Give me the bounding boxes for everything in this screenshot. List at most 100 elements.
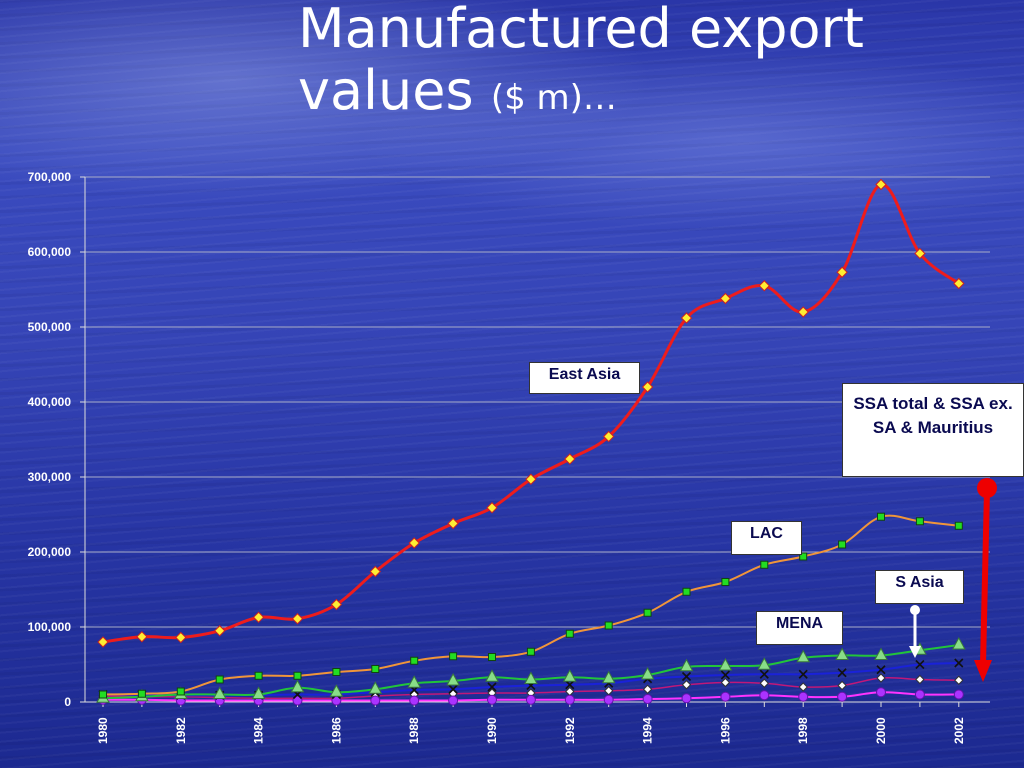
data-point — [837, 668, 847, 678]
data-point — [486, 502, 498, 514]
y-tick-label: 300,000 — [28, 470, 72, 484]
data-point — [721, 578, 730, 586]
data-point — [215, 675, 224, 684]
data-point — [876, 665, 886, 675]
x-tick-label: 1980 — [96, 717, 110, 744]
data-point — [641, 381, 654, 393]
chart-annotations — [909, 478, 997, 682]
x-tick-label: 1998 — [796, 717, 810, 744]
x-tick-label: 1992 — [563, 717, 577, 744]
data-point — [836, 266, 848, 278]
data-point — [410, 656, 419, 665]
label-ssa: SSA total & SSA ex. SA & Mauritius — [842, 383, 1024, 477]
data-point — [758, 280, 771, 292]
x-tick-label: 1984 — [252, 717, 266, 744]
data-point — [371, 665, 380, 673]
data-point — [954, 675, 964, 685]
data-point — [877, 512, 885, 521]
title-main: Manufactured export values — [298, 0, 864, 122]
data-point — [97, 636, 109, 648]
y-tick-label: 700,000 — [28, 170, 72, 184]
data-point — [681, 680, 692, 690]
data-point — [835, 647, 849, 660]
data-point — [488, 653, 496, 661]
data-point — [915, 659, 925, 670]
data-point — [951, 636, 966, 650]
data-point — [526, 647, 535, 656]
data-point — [447, 517, 459, 530]
data-point — [329, 684, 344, 697]
arrow-start-dot — [977, 478, 997, 498]
data-point — [915, 517, 924, 526]
data-point — [407, 675, 422, 688]
data-point — [369, 565, 382, 578]
data-point — [524, 671, 538, 684]
arrow-head — [909, 646, 921, 658]
data-point — [876, 687, 886, 698]
data-point — [368, 681, 383, 694]
pointer-dot — [910, 605, 920, 615]
data-point — [213, 625, 226, 637]
x-tick-label: 1982 — [174, 717, 188, 744]
data-point — [175, 631, 187, 644]
y-tick-label: 600,000 — [28, 245, 72, 259]
chart-axes — [80, 176, 990, 707]
data-point — [449, 652, 458, 661]
data-point — [565, 680, 575, 690]
data-point — [915, 674, 925, 685]
x-tick-label: 1990 — [485, 717, 499, 744]
x-tick-label: 1994 — [641, 717, 655, 744]
x-axis-ticks: 1980 1982 1984 1986 1988 1990 1992 1994 1996 1998… — [96, 717, 966, 744]
label-east-asia: East Asia — [529, 362, 640, 394]
data-point — [799, 552, 808, 561]
y-axis-ticks: 0 100,000 200,000 300,000 400,000 500,000 600,… — [28, 170, 72, 709]
arrow-head — [974, 660, 992, 682]
data-point — [876, 673, 886, 683]
data-point — [720, 691, 731, 702]
data-point — [487, 694, 497, 705]
data-point — [525, 473, 537, 485]
data-point — [759, 678, 770, 688]
data-point — [643, 608, 652, 617]
data-point — [212, 686, 227, 699]
data-point — [448, 695, 459, 706]
series-line — [102, 514, 959, 696]
data-point — [954, 658, 964, 668]
y-tick-label: 500,000 — [28, 320, 72, 334]
data-point — [485, 669, 499, 682]
data-point — [525, 694, 536, 705]
data-point — [680, 312, 693, 324]
data-point — [874, 647, 888, 660]
data-point — [682, 587, 691, 596]
data-point — [875, 178, 887, 191]
data-point — [565, 686, 575, 697]
data-point — [759, 690, 770, 701]
data-point — [642, 684, 653, 694]
data-point — [838, 540, 847, 549]
data-point — [759, 669, 769, 679]
data-point — [409, 695, 420, 706]
data-point — [640, 666, 655, 680]
chart-series — [96, 178, 966, 706]
data-point — [565, 629, 574, 638]
x-tick-label: 1988 — [407, 717, 421, 744]
data-point — [370, 695, 381, 706]
data-point — [254, 671, 263, 680]
data-point — [603, 686, 614, 696]
data-point — [293, 671, 302, 680]
data-point — [718, 657, 733, 671]
y-tick-label: 200,000 — [28, 545, 72, 559]
data-point — [796, 649, 811, 663]
data-point — [642, 694, 653, 704]
data-point — [252, 611, 265, 623]
x-tick-label: 1986 — [329, 717, 343, 744]
data-point — [330, 598, 343, 611]
data-point — [99, 690, 107, 699]
label-s-asia: S Asia — [875, 570, 964, 604]
data-point — [837, 680, 847, 691]
data-point — [292, 695, 303, 706]
label-lac: LAC — [731, 521, 802, 555]
data-point — [760, 560, 769, 569]
data-point — [720, 677, 731, 688]
